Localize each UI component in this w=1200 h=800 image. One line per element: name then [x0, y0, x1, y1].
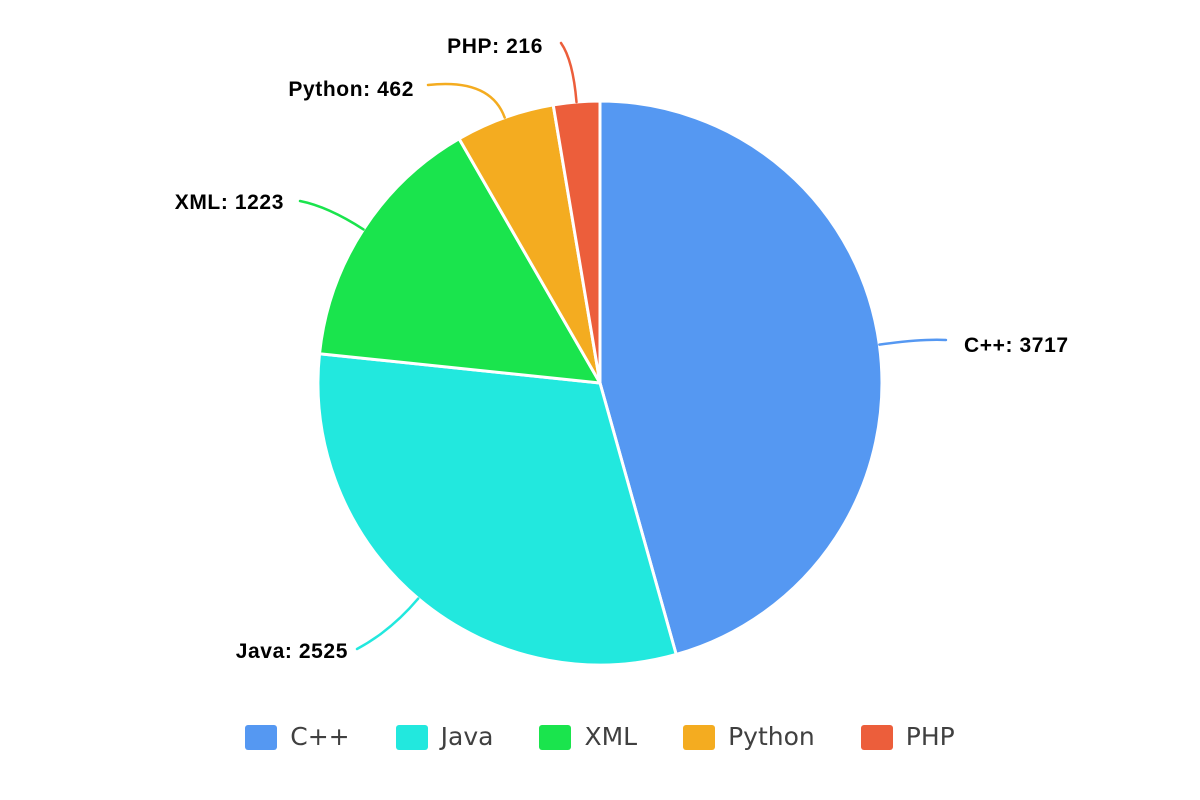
callout-label-php: PHP: 216 — [447, 35, 543, 58]
legend-swatch-icon — [683, 724, 716, 750]
legend-swatch-icon — [539, 724, 572, 750]
callout-leader-line-python — [426, 82, 506, 119]
legend-label: Python — [728, 722, 815, 751]
legend-label: XML — [584, 722, 638, 751]
legend-item-python[interactable]: Python — [683, 722, 815, 752]
callout-leader-line-java — [355, 597, 420, 651]
legend-swatch-icon — [395, 724, 428, 750]
legend-swatch-icon — [245, 724, 278, 750]
callout-leader-line-xml — [298, 199, 365, 231]
legend-item-xml[interactable]: XML — [539, 722, 637, 752]
legend-swatch-icon — [860, 724, 893, 750]
callout-label-java: Java: 2525 — [236, 640, 348, 663]
legend-item-java[interactable]: Java — [395, 722, 494, 752]
callout-leader-line-cpp — [878, 338, 948, 346]
callout-label-xml: XML: 1223 — [175, 191, 284, 214]
callout-label-cpp: C++: 3717 — [964, 334, 1069, 357]
legend-label: C++ — [290, 722, 350, 751]
callout-leader-line-php — [559, 41, 578, 104]
legend-label: PHP — [905, 722, 955, 751]
chart-legend: C++ Java XML Python PHP — [0, 722, 1200, 752]
callout-label-python: Python: 462 — [288, 78, 414, 101]
legend-item-cpp[interactable]: C++ — [245, 722, 350, 752]
legend-label: Java — [440, 722, 494, 751]
legend-item-php[interactable]: PHP — [860, 722, 955, 752]
